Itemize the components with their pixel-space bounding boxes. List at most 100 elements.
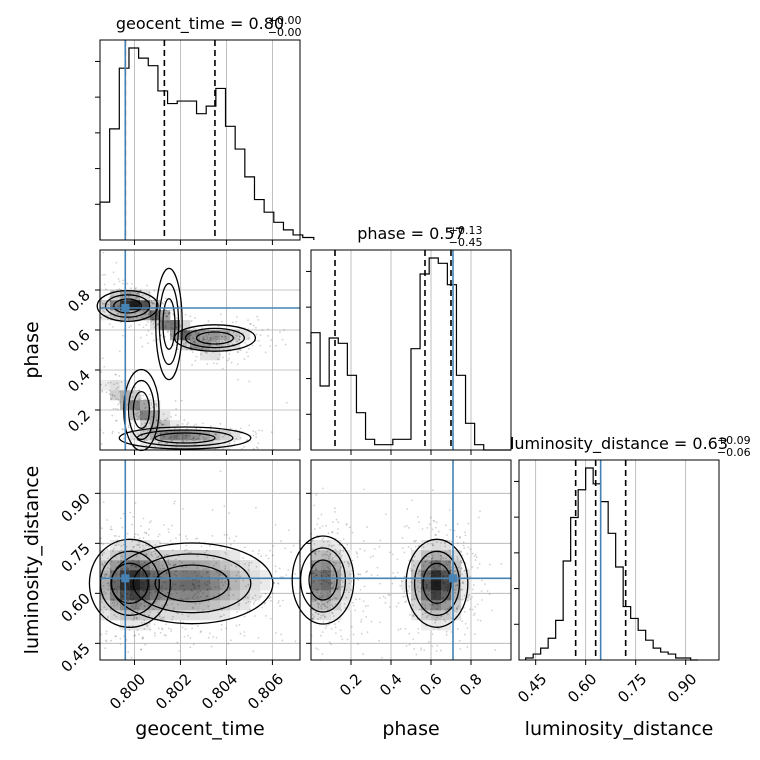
sample-point	[366, 570, 369, 573]
sample-point	[151, 554, 154, 557]
sample-point	[158, 441, 160, 444]
density-cell	[110, 600, 121, 611]
density-cell	[150, 600, 161, 611]
sample-point	[464, 534, 467, 537]
sample-point	[119, 637, 122, 640]
sample-point	[206, 580, 209, 583]
sample-point	[167, 330, 170, 332]
sample-point	[122, 282, 124, 285]
sample-point	[329, 553, 331, 556]
sample-point	[132, 302, 135, 305]
sample-point	[108, 323, 111, 326]
sample-point	[116, 590, 118, 593]
sample-point	[112, 407, 115, 410]
sample-point	[362, 488, 365, 491]
sample-point	[210, 588, 213, 591]
sample-point	[325, 571, 327, 574]
sample-point	[159, 432, 162, 435]
sample-point	[144, 589, 147, 591]
sample-point	[411, 604, 414, 606]
sample-point	[226, 331, 229, 334]
sample-point	[200, 545, 203, 548]
sample-point	[448, 509, 451, 511]
sample-point	[132, 619, 135, 621]
sample-point	[107, 582, 109, 585]
sample-point	[336, 532, 339, 535]
sample-point	[275, 344, 277, 347]
density-cell	[170, 600, 181, 611]
sample-point	[245, 351, 248, 354]
sample-point	[183, 330, 186, 333]
sample-point	[431, 528, 434, 531]
sample-point	[401, 537, 404, 539]
sample-point	[140, 397, 142, 400]
sample-point	[105, 640, 108, 643]
sample-point	[329, 569, 332, 572]
sample-point	[111, 414, 114, 417]
sample-point	[438, 565, 440, 568]
sample-point	[411, 614, 414, 617]
sample-point	[340, 567, 342, 569]
density-cell	[100, 310, 111, 321]
sample-point	[204, 351, 207, 354]
sample-point	[312, 600, 315, 603]
sample-point	[161, 605, 163, 607]
sample-point	[171, 322, 173, 325]
sample-point	[432, 566, 435, 569]
sample-point	[430, 610, 432, 613]
sample-point	[331, 521, 334, 523]
sample-point	[277, 602, 280, 604]
sample-point	[102, 584, 105, 587]
sample-point	[476, 603, 479, 606]
sample-point	[149, 311, 152, 314]
sample-point	[247, 583, 250, 586]
sample-point	[384, 513, 387, 516]
density-cell	[150, 560, 161, 571]
sample-point	[147, 534, 150, 536]
sample-point	[172, 583, 175, 586]
sample-point	[204, 329, 207, 332]
sample-point	[228, 353, 231, 355]
sample-point	[378, 639, 381, 642]
sample-point	[170, 628, 172, 631]
sample-point	[195, 438, 198, 441]
sample-point	[158, 432, 161, 435]
density-cell	[341, 580, 352, 591]
sample-point	[164, 312, 167, 315]
sample-point	[121, 526, 124, 529]
sample-point	[127, 599, 130, 602]
sample-point	[450, 569, 453, 571]
sample-point	[159, 567, 162, 570]
sample-point	[134, 312, 136, 315]
sample-point	[185, 434, 188, 437]
sample-point	[147, 604, 150, 607]
sample-point	[432, 571, 435, 574]
sample-point	[463, 547, 466, 550]
sample-point	[120, 312, 122, 315]
sample-point	[166, 320, 169, 322]
sample-point	[429, 566, 432, 569]
sample-point	[321, 554, 324, 556]
sample-point	[334, 603, 337, 606]
density-cell	[160, 550, 171, 561]
sample-point	[311, 572, 314, 575]
density-cell	[311, 610, 322, 621]
sample-point	[229, 588, 232, 591]
sample-point	[115, 397, 118, 400]
sample-point	[311, 548, 314, 551]
sample-point	[135, 605, 138, 608]
density-cell	[150, 570, 161, 581]
sample-point	[137, 415, 140, 418]
sample-point	[189, 551, 192, 554]
sample-point	[145, 439, 148, 442]
sample-point	[126, 568, 129, 571]
sample-point	[179, 585, 182, 588]
sample-point	[424, 560, 426, 563]
sample-point	[172, 564, 175, 567]
sample-point	[219, 422, 222, 425]
sample-point	[160, 317, 162, 319]
sample-point	[413, 564, 416, 567]
density-cell	[160, 590, 171, 601]
sample-point	[173, 563, 176, 566]
sample-point	[236, 611, 238, 613]
